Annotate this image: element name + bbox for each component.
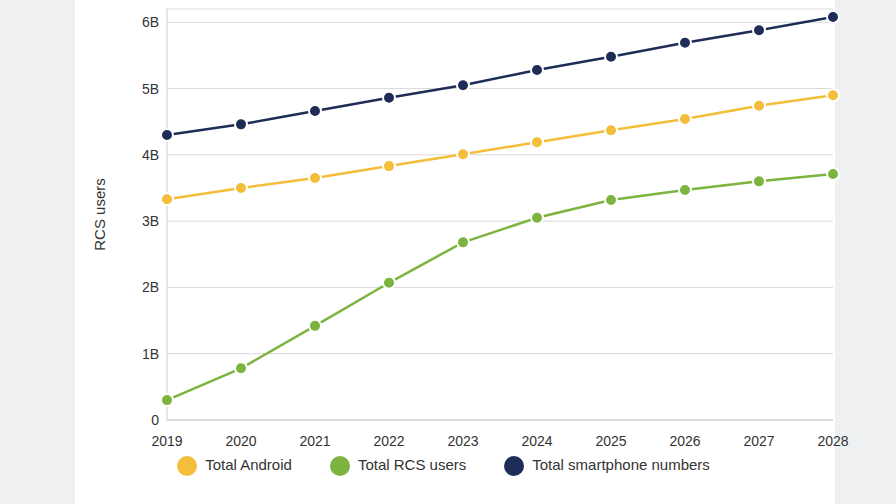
- svg-text:2020: 2020: [225, 433, 256, 449]
- svg-text:2026: 2026: [669, 433, 700, 449]
- svg-text:1B: 1B: [142, 346, 159, 362]
- svg-text:2024: 2024: [521, 433, 552, 449]
- svg-text:2027: 2027: [743, 433, 774, 449]
- svg-text:5B: 5B: [142, 81, 159, 97]
- html-text:Total Android: Total Android: [205, 456, 292, 473]
- svg-text:6B: 6B: [142, 14, 159, 30]
- svg-text:2023: 2023: [447, 433, 478, 449]
- svg-text:4B: 4B: [142, 147, 159, 163]
- svg-text:RCS users: RCS users: [91, 178, 108, 251]
- svg-text:2021: 2021: [299, 433, 330, 449]
- svg-text:2B: 2B: [142, 279, 159, 295]
- svg-text:2022: 2022: [373, 433, 404, 449]
- svg-text:3B: 3B: [142, 213, 159, 229]
- html-text:Total smartphone numbers: Total smartphone numbers: [532, 456, 710, 473]
- svg-text:2019: 2019: [151, 433, 182, 449]
- svg-text:2025: 2025: [595, 433, 626, 449]
- svg-text:2028: 2028: [817, 433, 848, 449]
- html-text:Total RCS users: Total RCS users: [357, 456, 467, 473]
- svg-text:0: 0: [151, 412, 159, 428]
